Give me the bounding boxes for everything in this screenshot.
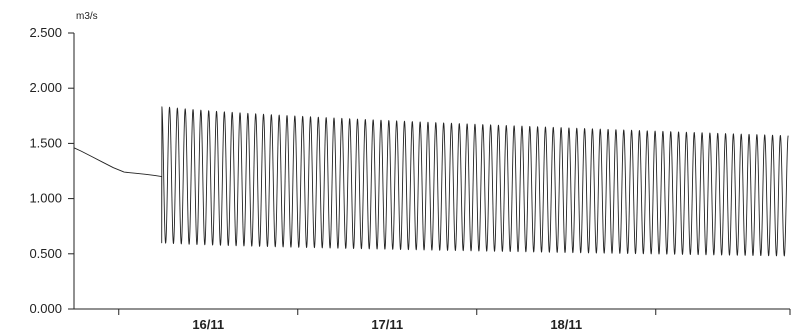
x-tick-label: 17/11 — [371, 317, 403, 332]
y-unit-label: m3/s — [76, 11, 98, 22]
y-tick-label: 0.000 — [29, 301, 62, 316]
chart-series — [73, 106, 789, 257]
y-tick-label: 1.000 — [29, 191, 62, 206]
x-tick-label: 16/11 — [192, 317, 224, 332]
chart-ticks: 0.000 0.500 1.000 1.500 2.000 2.500 16/11 17/11… — [29, 25, 791, 332]
y-tick-label: 0.500 — [29, 246, 62, 261]
y-tick-label: 2.000 — [29, 80, 62, 95]
flow-series-line — [73, 106, 789, 257]
y-tick-label: 1.500 — [29, 135, 62, 150]
chart-axes: m3/s — [73, 11, 790, 310]
x-tick-label: 18/11 — [550, 317, 582, 332]
y-tick-label: 2.500 — [29, 25, 62, 40]
